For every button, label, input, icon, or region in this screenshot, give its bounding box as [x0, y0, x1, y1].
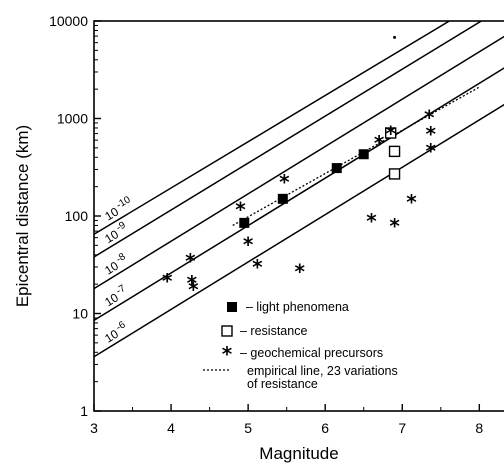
y-tick-label-4: 10000: [49, 13, 88, 29]
stray-dot: [393, 35, 397, 39]
point-0-3: [358, 149, 369, 160]
point-2-6: *: [252, 255, 263, 279]
x-axis-title: Magnitude: [259, 444, 338, 463]
strain-line-label-1: 10-9: [101, 219, 130, 246]
point-2-9: *: [366, 209, 377, 233]
point-1-1: [388, 145, 401, 158]
x-tick-label-2: 5: [244, 420, 252, 436]
point-2-11: *: [389, 214, 400, 238]
point-2-14: *: [426, 122, 437, 146]
legend-marker-resistance: [221, 325, 233, 337]
x-tick-label-0: 3: [90, 420, 98, 436]
empirical-line-group: [232, 86, 480, 227]
point-1-0: [384, 127, 397, 139]
legend-label-resistance: – resistance: [240, 324, 307, 338]
legend-label-light-phenomena: – light phenomena: [246, 300, 349, 314]
point-2-5: *: [243, 232, 254, 256]
legend: – light phenomena – resistance * – geoch…: [203, 300, 398, 391]
point-2-4: *: [235, 198, 246, 222]
strain-line-0: [94, 21, 451, 235]
legend-label-empirical-line-2: of resistance: [247, 377, 318, 391]
data-points: *****************: [162, 35, 437, 301]
strain-line-label-3: 10-7: [101, 283, 130, 310]
point-2-2: *: [187, 271, 198, 295]
strain-line-4: [94, 103, 504, 358]
empirical-line: [232, 86, 480, 227]
point-0-0: [239, 217, 250, 228]
y-tick-label-2: 100: [65, 208, 89, 224]
point-0-1: [277, 193, 288, 204]
x-tick-label-1: 4: [167, 420, 175, 436]
strain-line-label-2: 10-8: [101, 251, 130, 278]
point-2-3: *: [188, 277, 199, 301]
point-2-8: *: [295, 259, 306, 283]
strain-line-1: [94, 21, 483, 258]
point-2-12: *: [406, 190, 417, 214]
point-2-0: *: [162, 269, 173, 293]
point-0-2: [331, 163, 342, 174]
x-tick-label-5: 8: [475, 420, 483, 436]
y-tick-label-3: 1000: [57, 111, 88, 127]
legend-label-empirical-line-1: empirical line, 23 variations: [247, 364, 398, 378]
y-axis-ticks: 1 10 100 1000 10000: [49, 13, 101, 419]
point-2-13: *: [424, 105, 435, 129]
strain-line-2: [94, 35, 504, 290]
legend-label-geochemical: – geochemical precursors: [240, 346, 383, 360]
strain-line-label-4: 10-6: [101, 319, 130, 346]
x-tick-label-4: 7: [398, 420, 406, 436]
y-axis-title: Epicentral distance (km): [13, 125, 32, 307]
point-2-10: *: [374, 131, 385, 155]
point-2-15: *: [426, 139, 437, 163]
strain-reference-lines: [94, 21, 504, 358]
legend-marker-geochemical: *: [222, 342, 233, 366]
x-tick-label-3: 6: [321, 420, 329, 436]
y-tick-label-0: 1: [80, 403, 88, 419]
point-2-16: *: [385, 122, 396, 146]
strain-line-3: [94, 67, 504, 322]
point-2-1: *: [185, 249, 196, 273]
point-2-7: *: [279, 170, 290, 194]
point-1-2: [388, 168, 401, 180]
y-tick-label-1: 10: [72, 306, 88, 322]
legend-marker-light-phenomena: [227, 302, 237, 312]
x-axis-ticks: 3 4 5 6 7 8: [90, 404, 483, 436]
